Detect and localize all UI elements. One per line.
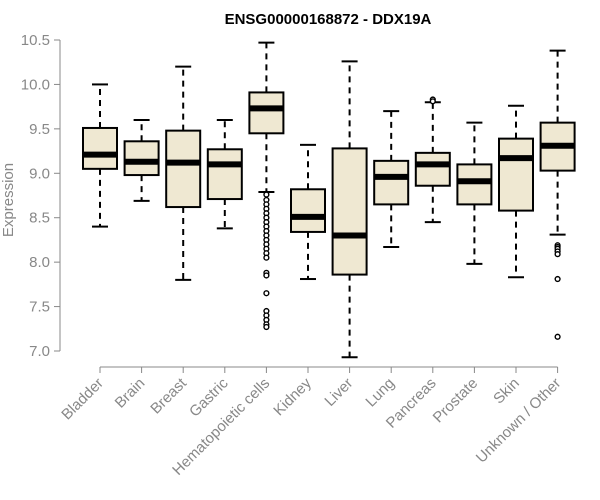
chart-title: ENSG00000168872 - DDX19A <box>225 11 432 28</box>
outlier-point <box>263 191 270 198</box>
iqr-box <box>248 91 285 135</box>
outlier-point <box>554 333 561 340</box>
y-tick-label: 10.0 <box>21 76 50 93</box>
iqr-box <box>290 188 326 233</box>
box-group <box>373 110 410 249</box>
iqr-box <box>414 151 451 187</box>
y-tick-label: 8.0 <box>29 254 50 271</box>
outlier-point <box>263 254 270 261</box>
y-axis: 7.0 7.5 8.0 8.5 9.0 9.5 10.0 10.5 <box>21 32 61 360</box>
box-group <box>123 118 160 202</box>
box-group <box>539 49 576 340</box>
outlier-point <box>554 251 561 258</box>
iqr-box <box>206 148 243 201</box>
y-tick-label: 7.5 <box>29 299 50 316</box>
y-tick-label: 8.5 <box>29 210 50 227</box>
x-tick-label: Breast <box>147 374 190 417</box>
outlier-point <box>429 98 436 105</box>
box-group <box>248 41 285 331</box>
outlier-point <box>263 272 270 279</box>
outlier-point <box>263 323 270 331</box>
iqr-box <box>331 147 368 276</box>
boxes-layer <box>82 41 576 359</box>
box-group <box>165 65 202 281</box>
iqr-box <box>456 163 493 206</box>
outlier-point <box>263 290 270 297</box>
box-group <box>82 83 118 228</box>
box-group <box>331 60 368 359</box>
iqr-box <box>165 129 202 209</box>
box-group <box>290 143 326 281</box>
iqr-box <box>82 126 118 170</box>
x-tick-label: Brain <box>112 375 149 412</box>
x-tick-label: Kidney <box>270 374 315 419</box>
y-tick-label: 9.5 <box>29 121 50 138</box>
x-tick-label: Skin <box>490 375 523 408</box>
x-tick-label: Prostate <box>430 375 482 427</box>
y-tick-label: 9.0 <box>29 165 50 182</box>
box-group <box>414 96 451 224</box>
iqr-box <box>373 159 410 206</box>
iqr-box <box>123 140 160 177</box>
y-tick-label: 10.5 <box>21 32 50 49</box>
x-tick-label: Liver <box>321 375 356 410</box>
x-tick-label: Bladder <box>58 375 107 424</box>
box-group <box>456 121 493 265</box>
iqr-box <box>498 137 534 212</box>
outlier-point <box>554 275 561 283</box>
y-tick-label: 7.0 <box>29 343 50 360</box>
box-group <box>498 104 534 279</box>
box-group <box>206 118 243 230</box>
x-tick-label: Lung <box>362 375 398 411</box>
y-axis-title: Expression <box>0 163 17 237</box>
